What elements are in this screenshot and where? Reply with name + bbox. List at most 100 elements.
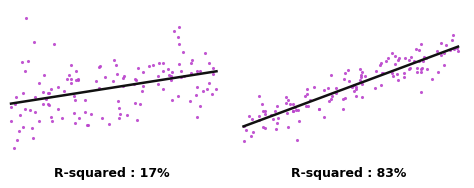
Point: [415, 49, 422, 52]
Point: [114, 100, 121, 103]
Point: [356, 67, 364, 70]
Point: [28, 126, 36, 129]
Point: [196, 70, 204, 73]
Point: [255, 119, 263, 122]
Point: [352, 86, 360, 89]
Point: [96, 86, 103, 89]
Point: [72, 121, 79, 124]
Point: [372, 70, 379, 73]
Point: [47, 87, 55, 90]
Point: [405, 67, 413, 70]
Point: [75, 117, 83, 120]
Point: [175, 26, 182, 29]
Point: [22, 107, 29, 110]
Point: [113, 72, 120, 75]
Point: [272, 109, 279, 112]
Point: [40, 74, 47, 77]
Point: [48, 116, 55, 119]
Point: [328, 94, 336, 97]
Point: [171, 29, 178, 32]
Point: [101, 76, 109, 79]
Point: [356, 78, 364, 81]
Point: [11, 102, 19, 105]
Point: [376, 63, 384, 66]
Point: [259, 103, 266, 106]
Point: [240, 140, 247, 143]
Point: [267, 113, 275, 116]
Point: [414, 71, 421, 74]
Point: [407, 55, 414, 58]
Point: [177, 69, 184, 72]
Point: [388, 52, 395, 55]
Point: [45, 103, 53, 106]
Point: [130, 82, 137, 85]
Point: [213, 88, 220, 91]
Point: [181, 75, 188, 78]
Point: [58, 117, 66, 120]
Point: [291, 106, 299, 109]
Point: [139, 90, 146, 93]
Point: [60, 90, 68, 93]
Point: [418, 66, 426, 69]
Point: [139, 84, 147, 87]
Point: [116, 106, 123, 109]
Point: [132, 78, 139, 81]
Point: [339, 108, 347, 111]
Point: [304, 104, 312, 107]
Point: [74, 77, 82, 80]
Point: [406, 66, 413, 69]
Point: [372, 86, 379, 89]
Point: [168, 98, 175, 101]
Point: [174, 94, 182, 97]
Point: [19, 92, 27, 95]
Point: [339, 98, 347, 101]
Point: [346, 80, 353, 83]
Point: [417, 70, 424, 74]
Point: [187, 71, 195, 74]
Point: [350, 83, 358, 86]
Point: [315, 108, 323, 111]
Point: [357, 73, 365, 76]
Point: [315, 107, 323, 110]
Point: [10, 146, 18, 149]
Point: [453, 46, 461, 49]
Point: [98, 117, 106, 120]
Point: [71, 99, 79, 102]
Point: [327, 97, 335, 100]
Point: [255, 115, 263, 118]
Point: [379, 71, 386, 74]
Point: [301, 95, 309, 98]
Point: [274, 117, 282, 120]
Point: [437, 41, 445, 44]
Point: [320, 115, 328, 118]
Point: [177, 75, 185, 78]
Point: [67, 63, 75, 66]
Point: [320, 88, 328, 91]
Point: [120, 74, 128, 77]
Point: [70, 111, 77, 114]
Point: [18, 61, 26, 64]
Point: [109, 79, 117, 82]
Point: [454, 49, 462, 52]
Point: [131, 102, 139, 105]
Point: [306, 99, 314, 102]
Point: [393, 73, 401, 76]
Point: [261, 112, 268, 115]
Point: [286, 103, 294, 106]
Point: [389, 74, 396, 77]
Point: [248, 117, 256, 120]
Point: [16, 114, 23, 117]
Point: [391, 55, 399, 58]
Point: [353, 87, 360, 90]
Point: [73, 78, 80, 81]
Point: [84, 123, 92, 126]
Point: [284, 126, 292, 129]
Point: [242, 129, 249, 132]
Point: [194, 116, 201, 119]
Point: [145, 65, 152, 68]
Point: [29, 136, 36, 139]
Point: [358, 70, 366, 73]
Point: [168, 70, 176, 74]
Point: [259, 109, 267, 112]
Point: [13, 139, 21, 142]
